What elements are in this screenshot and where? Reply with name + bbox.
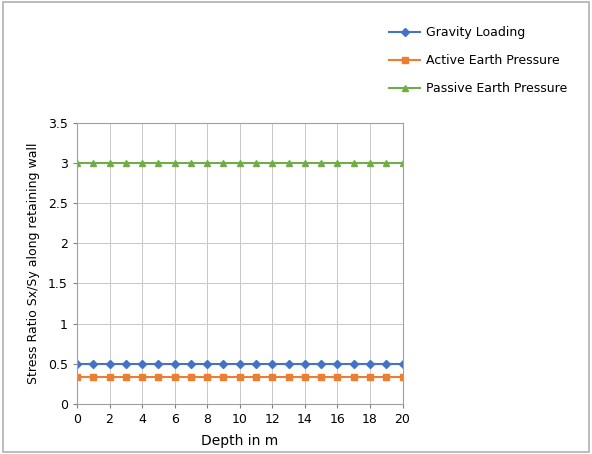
X-axis label: Depth in m: Depth in m [201,434,278,449]
Y-axis label: Stress Ratio Sx/Sy along retaining wall: Stress Ratio Sx/Sy along retaining wall [27,143,40,384]
Legend: Gravity Loading, Active Earth Pressure, Passive Earth Pressure: Gravity Loading, Active Earth Pressure, … [382,20,574,101]
